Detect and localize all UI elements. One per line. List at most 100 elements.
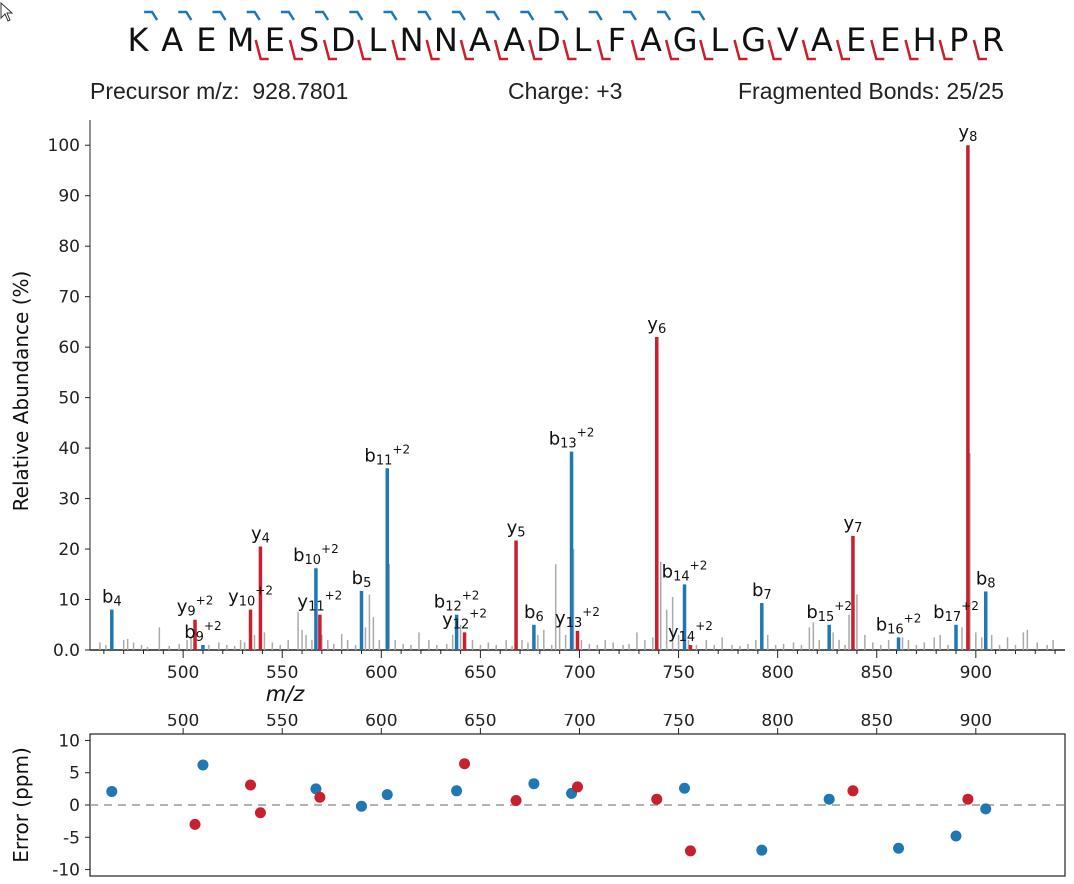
y-cleavage-marker <box>288 39 303 61</box>
y-ion-error-point <box>962 793 974 805</box>
sequence-residue: F <box>608 21 626 59</box>
y-ion-error-point <box>684 845 696 857</box>
peak-label: y8 <box>958 122 977 145</box>
sequence-residue: L <box>574 21 592 59</box>
mouse-cursor-icon <box>0 2 14 22</box>
b-cleavage-marker <box>349 10 364 21</box>
b-cleavage-marker <box>212 10 227 21</box>
b-cleavage-marker <box>417 10 432 21</box>
y-cleavage-marker <box>904 39 919 61</box>
peak-label: y5 <box>507 517 526 540</box>
peak-label: y12+2 <box>442 606 487 632</box>
b-cleavage-marker <box>622 10 637 21</box>
peak-label: b12+2 <box>434 589 480 615</box>
error-chart: 500 550 600 650 700 750 800 850 900 -10 -5 0 5 10 Erro… <box>9 714 1066 881</box>
y-cleavage-marker <box>562 39 577 61</box>
peak-label: b17+2 <box>933 599 979 625</box>
b-ion-error-point <box>106 785 118 797</box>
y-tick-label: 30 <box>58 490 80 510</box>
peak-label: y6 <box>647 314 666 337</box>
peak-label: b4 <box>102 587 122 610</box>
fragmented-value: 25/25 <box>946 78 1004 104</box>
x-tick-label: 550 <box>266 663 298 683</box>
sequence-residue: S <box>299 21 319 59</box>
b-cleavage-marker <box>246 10 261 21</box>
y-cleavage-marker <box>733 39 748 61</box>
sequence-residue: V <box>777 21 799 59</box>
b-cleavage-marker <box>144 10 159 21</box>
peak-label: b13+2 <box>549 426 595 452</box>
error-y-tick-label: -5 <box>63 828 80 848</box>
sequence-residue: N <box>434 21 458 59</box>
y-ion-error-point <box>254 807 266 819</box>
y-tick-label: 40 <box>58 439 80 459</box>
y-tick-label: 60 <box>58 338 80 358</box>
charge-value: +3 <box>596 78 623 104</box>
error-y-tick-label: 0 <box>69 796 80 816</box>
y-cleavage-marker <box>630 39 645 61</box>
b-ion-error-point <box>197 759 209 771</box>
y-cleavage-marker <box>425 39 440 61</box>
b-ion-error-point <box>950 830 962 842</box>
sequence-residue: N <box>400 21 424 59</box>
y-cleavage-marker <box>835 39 851 61</box>
y-cleavage-marker <box>254 39 269 61</box>
sequence-residue: A <box>811 21 833 59</box>
peak-label: b10+2 <box>293 542 339 568</box>
y-ion-error-point <box>651 793 663 805</box>
b-cleavage-marker <box>178 10 193 21</box>
fragmented-label: Fragmented Bonds: <box>738 78 941 104</box>
sequence-residue: A <box>469 21 491 59</box>
b-ion-error-point <box>451 785 463 797</box>
y-ion-error-point <box>189 818 201 830</box>
b-cleavage-marker <box>383 10 398 21</box>
b-cleavage-marker <box>657 10 672 21</box>
b-cleavage-marker <box>588 10 603 21</box>
y-cleavage-marker <box>596 39 611 61</box>
y-cleavage-marker <box>767 39 782 61</box>
b-ion-error-point <box>823 793 835 805</box>
y-tick-label: 10 <box>58 591 80 611</box>
sequence-residue: M <box>227 21 255 59</box>
sequence-residue: P <box>949 21 968 59</box>
peak-label: b6 <box>524 602 544 625</box>
y-ion-error-point <box>847 785 859 797</box>
error-y-tick-label: 10 <box>58 731 80 751</box>
b-ion-error-point <box>310 783 322 795</box>
x-tick-label: 900 <box>960 663 992 683</box>
y-ion-error-point <box>459 758 471 770</box>
sequence-residue: E <box>265 21 285 59</box>
error-y-tick-label: -10 <box>52 861 80 881</box>
x-axis-label: m/z <box>266 682 306 706</box>
b-cleavage-marker <box>486 10 501 21</box>
x-tick-label: 750 <box>662 663 694 683</box>
peak-label: b7 <box>752 580 772 603</box>
peak-label: y4 <box>251 524 270 547</box>
sequence-residue: R <box>982 21 1004 59</box>
peak-label: y13+2 <box>555 605 600 631</box>
precursor-label: Precursor m/z: <box>90 78 240 104</box>
error-x-tick-label: 800 <box>761 714 793 731</box>
precursor-info: Precursor m/z: 928.7801 <box>90 78 348 105</box>
b-ion-error-point <box>756 844 768 856</box>
peak-label: b9+2 <box>184 619 221 645</box>
x-tick-label: 600 <box>365 663 397 683</box>
y-tick-label: 80 <box>58 237 80 257</box>
peak-label: b15+2 <box>806 599 852 625</box>
x-tick-label: 800 <box>761 663 793 683</box>
peak-label: y10+2 <box>228 584 273 610</box>
b-ion-error-point <box>381 789 393 801</box>
sequence-residue: E <box>846 21 866 59</box>
sequence-residue: L <box>368 21 386 59</box>
y-cleavage-marker <box>528 39 543 61</box>
sequence-residue: D <box>331 21 356 59</box>
sequence-residue: E <box>880 21 900 59</box>
peak-label: y7 <box>843 513 862 536</box>
fragmented-bonds-info: Fragmented Bonds: 25/25 <box>738 78 1004 105</box>
peak-label: y9+2 <box>177 594 214 620</box>
error-x-tick-label: 600 <box>365 714 397 731</box>
peak-label: b8 <box>976 568 996 591</box>
y-tick-label: 70 <box>58 288 80 308</box>
y-cleavage-marker <box>938 39 953 61</box>
